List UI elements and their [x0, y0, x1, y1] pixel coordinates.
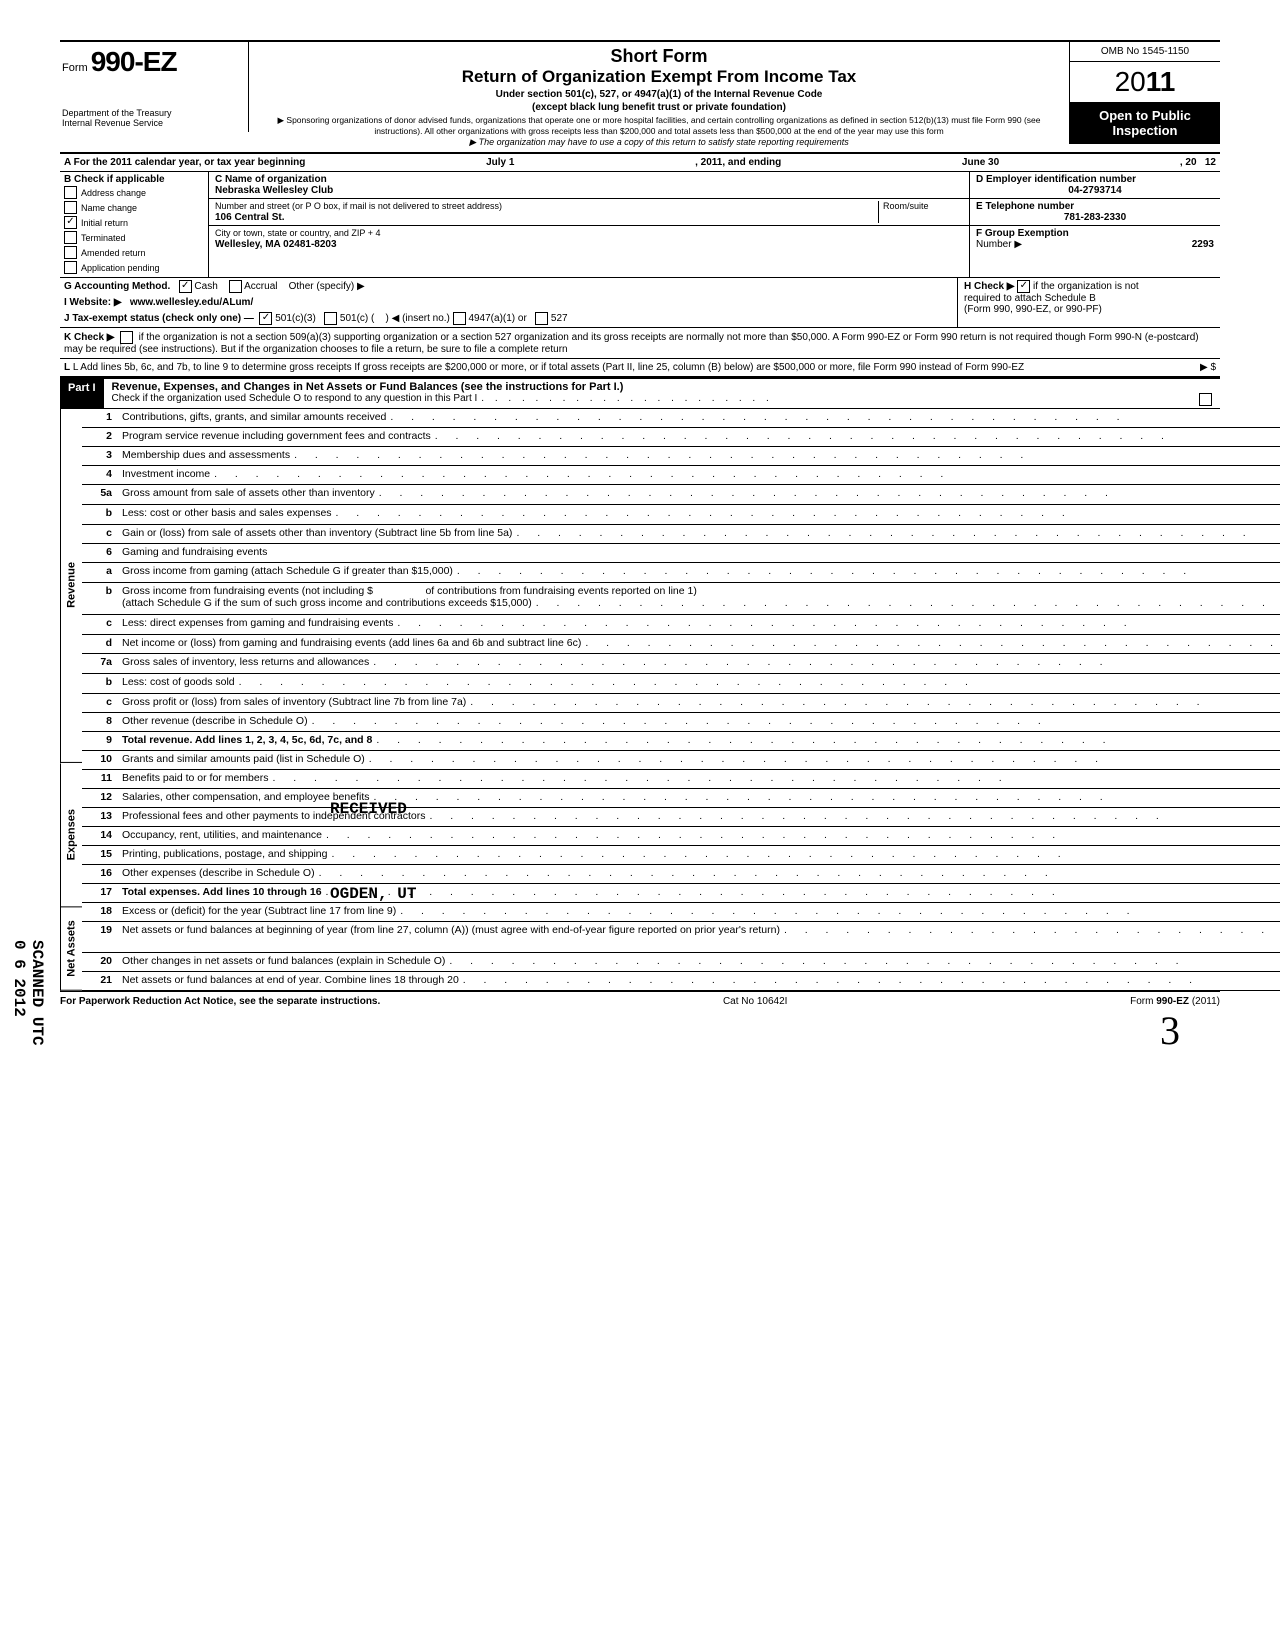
expenses-label: Expenses [60, 763, 82, 907]
line-12: 12 Salaries, other compensation, and emp… [82, 789, 1280, 808]
line-8: 8 Other revenue (describe in Schedule O)… [82, 713, 1280, 732]
form-label: Form [62, 62, 88, 74]
website-url: www.wellesley.edu/ALum/ [130, 297, 253, 308]
line-14: 14 Occupancy, rent, utilities, and maint… [82, 827, 1280, 846]
section-bcdef: B Check if applicable Address change Nam… [60, 172, 1220, 278]
b-label: B Check if applicable [64, 174, 204, 185]
form-page: SCANNED UTC 0 6 2012 Form 990-EZ Departm… [60, 40, 1220, 1054]
line-a: A For the 2011 calendar year, or tax yea… [60, 154, 1220, 172]
note-copy: ▶ The organization may have to use a cop… [259, 137, 1059, 148]
title-return: Return of Organization Exempt From Incom… [259, 67, 1059, 87]
line-ghij: G Accounting Method. ✓ Cash Accrual Othe… [60, 278, 1220, 328]
line-4: 4 Investment income. . . . . . . . . . .… [82, 466, 1280, 485]
line-21: 21 Net assets or fund balances at end of… [82, 972, 1280, 991]
j-label: J Tax-exempt status (check only one) — [64, 313, 254, 324]
line-9: 9 Total revenue. Add lines 1, 2, 3, 4, 5… [82, 732, 1280, 751]
line-c: c Gross profit or (loss) from sales of i… [82, 694, 1280, 713]
line-6b: b Gross income from fundraising events (… [82, 583, 1280, 615]
city-zip: Wellesley, MA 02481-8203 [215, 239, 337, 250]
signature-mark: 3 [60, 1007, 1220, 1054]
line-17: 17 Total expenses. Add lines 10 through … [82, 884, 1280, 903]
f-label: F Group Exemption [976, 228, 1069, 239]
line-c: c Less: direct expenses from gaming and … [82, 615, 1280, 635]
line-13: 13 Professional fees and other payments … [82, 808, 1280, 827]
netassets-label: Net Assets [60, 907, 82, 991]
footer-left: For Paperwork Reduction Act Notice, see … [60, 996, 380, 1007]
org-name: Nebraska Wellesley Club [215, 185, 333, 196]
i-label: I Website: ▶ [64, 297, 122, 308]
dept-irs: Internal Revenue Service [62, 118, 242, 128]
check-pending[interactable] [64, 261, 77, 274]
check-h[interactable]: ✓ [1017, 280, 1030, 293]
line-l: L L Add lines 5b, 6c, and 7b, to line 9 … [60, 359, 1220, 378]
check-527[interactable] [535, 312, 548, 325]
page-footer: For Paperwork Reduction Act Notice, see … [60, 991, 1220, 1007]
check-amended[interactable] [64, 246, 77, 259]
revenue-label: Revenue [60, 409, 82, 763]
ein: 04-2793714 [976, 185, 1214, 196]
omb-number: OMB No 1545-1150 [1070, 42, 1220, 62]
form-number: 990-EZ [91, 46, 177, 77]
city-label: City or town, state or country, and ZIP … [215, 228, 381, 238]
open-to-public: Open to Public Inspection [1070, 102, 1220, 144]
check-terminated[interactable] [64, 231, 77, 244]
footer-cat: Cat No 10642I [723, 996, 788, 1007]
line-k: K Check ▶ if the organization is not a s… [60, 328, 1220, 359]
phone: 781-283-2330 [976, 212, 1214, 223]
line-18: 18 Excess or (deficit) for the year (Sub… [82, 903, 1280, 922]
line-5a: 5a Gross amount from sale of assets othe… [82, 485, 1280, 505]
scanned-stamp: SCANNED UTC 0 6 2012 [10, 940, 46, 1054]
form-header: Form 990-EZ Department of the Treasury I… [60, 40, 1220, 154]
line-1: 1 Contributions, gifts, grants, and simi… [82, 409, 1280, 428]
h-label: H Check ▶ [964, 281, 1014, 292]
check-cash[interactable]: ✓ [179, 280, 192, 293]
line-c: c Gain or (loss) from sale of assets oth… [82, 525, 1280, 544]
part1-body: Revenue Expenses Net Assets 1 Contributi… [60, 409, 1220, 991]
line-7a: 7a Gross sales of inventory, less return… [82, 654, 1280, 674]
line-b: b Less: cost of goods sold. . . . . . . … [82, 674, 1280, 694]
subtitle-except: (except black lung benefit trust or priv… [259, 102, 1059, 113]
check-4947[interactable] [453, 312, 466, 325]
line-d: d Net income or (loss) from gaming and f… [82, 635, 1280, 654]
g-label: G Accounting Method. [64, 281, 170, 292]
room-suite-label: Room/suite [878, 201, 963, 223]
line-16: 16 Other expenses (describe in Schedule … [82, 865, 1280, 884]
check-name[interactable] [64, 201, 77, 214]
street-address: 106 Central St. [215, 212, 284, 223]
line-2: 2 Program service revenue including gove… [82, 428, 1280, 447]
line-11: 11 Benefits paid to or for members. . . … [82, 770, 1280, 789]
line-10: 10 Grants and similar amounts paid (list… [82, 751, 1280, 770]
title-short-form: Short Form [259, 46, 1059, 67]
check-initial[interactable]: ✓ [64, 216, 77, 229]
part1-header: Part I Revenue, Expenses, and Changes in… [60, 378, 1220, 409]
tax-year: 2011 [1070, 62, 1220, 102]
line-3: 3 Membership dues and assessments. . . .… [82, 447, 1280, 466]
d-label: D Employer identification number [976, 174, 1214, 185]
check-501c3[interactable]: ✓ [259, 312, 272, 325]
line-6: 6 Gaming and fundraising events [82, 544, 1280, 563]
line-19: 19 Net assets or fund balances at beginn… [82, 922, 1280, 953]
check-address[interactable] [64, 186, 77, 199]
part1-title: Revenue, Expenses, and Changes in Net As… [112, 381, 1212, 393]
check-501c[interactable] [324, 312, 337, 325]
line-15: 15 Printing, publications, postage, and … [82, 846, 1280, 865]
note-sponsoring: ▶ Sponsoring organizations of donor advi… [259, 115, 1059, 136]
group-number: 2293 [1192, 239, 1214, 250]
c-label: C Name of organization [215, 174, 327, 185]
check-accrual[interactable] [229, 280, 242, 293]
line-b: b Less: cost or other basis and sales ex… [82, 505, 1280, 525]
subtitle-section: Under section 501(c), 527, or 4947(a)(1)… [259, 89, 1059, 100]
line-6a: a Gross income from gaming (attach Sched… [82, 563, 1280, 583]
check-k[interactable] [120, 331, 133, 344]
addr-label: Number and street (or P O box, if mail i… [215, 201, 502, 211]
footer-right: Form 990-EZ (2011) [1130, 996, 1220, 1007]
e-label: E Telephone number [976, 201, 1214, 212]
check-schedule-o[interactable] [1199, 393, 1212, 406]
line-20: 20 Other changes in net assets or fund b… [82, 953, 1280, 972]
dept-treasury: Department of the Treasury [62, 108, 242, 118]
